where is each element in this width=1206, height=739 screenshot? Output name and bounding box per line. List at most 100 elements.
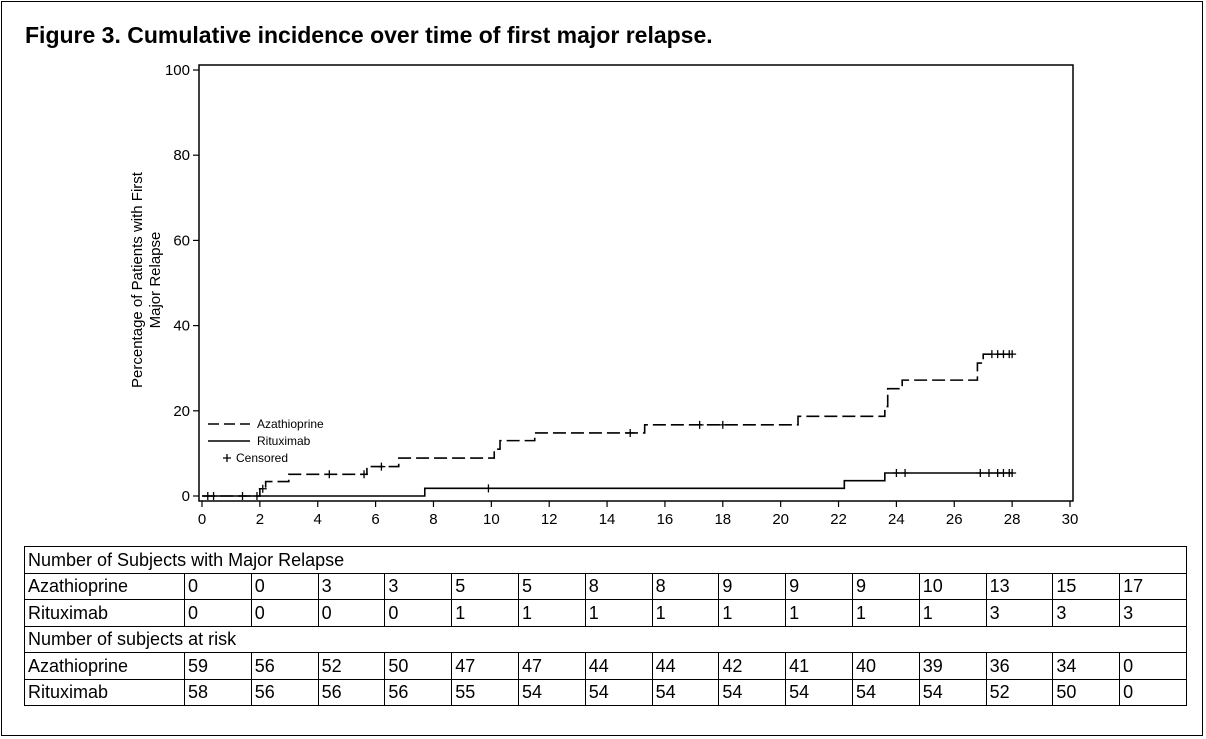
x-tick-label-18: 18 — [714, 511, 731, 528]
legend-label-rituximab: Rituximab — [257, 434, 311, 448]
y-tick-label-60: 60 — [173, 232, 190, 249]
censor-mark-rituximab-8 — [1008, 468, 1017, 477]
table-cell: 13 — [985, 572, 1054, 600]
x-tick-label-4: 4 — [314, 511, 322, 528]
censor-mark-rituximab-2 — [901, 468, 910, 477]
censor-mark-azathioprine-7 — [377, 462, 386, 471]
table-cell: 41 — [785, 652, 853, 680]
table-cell: 3 — [1052, 599, 1121, 627]
censor-mark-azathioprine-6 — [360, 470, 369, 479]
censor-mark-rituximab-0 — [484, 484, 493, 493]
relapse-section-title: Number of Subjects with Major Relapse — [23, 546, 1188, 574]
relapse-row-label: Azathioprine — [24, 572, 185, 600]
table-cell: 9 — [785, 572, 853, 600]
legend-label-azathioprine: Azathioprine — [257, 417, 324, 431]
risk-table: Number of Subjects with Major Relapse Aza… — [23, 546, 1188, 706]
table-cell: 59 — [184, 652, 252, 680]
x-tick-label-0: 0 — [198, 511, 206, 528]
y-tick-label-100: 100 — [165, 62, 190, 79]
table-cell: 0 — [184, 599, 252, 627]
plot-frame — [198, 64, 1074, 502]
at-risk-section-title: Number of subjects at risk — [23, 625, 1188, 653]
table-cell: 50 — [384, 652, 453, 680]
table-cell: 56 — [384, 678, 453, 706]
chart-series — [202, 350, 1017, 500]
x-tick-label-22: 22 — [830, 511, 847, 528]
table-cell: 36 — [985, 652, 1054, 680]
x-tick-label-28: 28 — [1004, 511, 1021, 528]
x-tick-label-26: 26 — [946, 511, 963, 528]
legend-label-censored: Censored — [236, 451, 288, 465]
table-cell: 8 — [651, 572, 720, 600]
table-cell: 9 — [851, 572, 920, 600]
table-cell: 5 — [517, 572, 586, 600]
at-risk-row-label: Rituximab — [24, 678, 185, 706]
table-cell: 1 — [651, 599, 720, 627]
table-cell: 42 — [718, 652, 787, 680]
censor-mark-azathioprine-10 — [718, 420, 727, 429]
table-row: Rituximab 58 56 56 56 55 54 54 54 54 54 54 54 52 50 0 — [24, 678, 1188, 706]
table-cell: 54 — [851, 678, 920, 706]
relapse-row-label: Rituximab — [24, 599, 185, 627]
table-cell: 3 — [1119, 599, 1188, 627]
table-cell: 52 — [985, 678, 1054, 706]
y-axis-label: Percentage of Patients with FirstMajor R… — [129, 171, 164, 388]
table-cell: 10 — [918, 572, 987, 600]
censor-mark-azathioprine-9 — [695, 420, 704, 429]
table-cell: 44 — [651, 652, 720, 680]
censor-mark-azathioprine-4 — [258, 484, 267, 493]
table-cell: 1 — [718, 599, 787, 627]
figure-title: Figure 3. Cumulative incidence over time… — [25, 22, 713, 48]
censor-mark-rituximab-4 — [984, 468, 993, 477]
table-cell: 3 — [985, 599, 1054, 627]
y-tick-label-0: 0 — [182, 488, 190, 505]
x-tick-label-20: 20 — [772, 511, 789, 528]
table-cell: 54 — [517, 678, 586, 706]
table-cell: 54 — [918, 678, 987, 706]
table-cell: 1 — [451, 599, 519, 627]
table-row: Azathioprine 59 56 52 50 47 47 44 44 42 41 40 39 36 34… — [24, 652, 1188, 680]
legend-swatch-censored — [223, 454, 231, 462]
x-tick-label-14: 14 — [599, 511, 616, 528]
table-cell: 58 — [184, 678, 252, 706]
table-cell: 39 — [918, 652, 987, 680]
y-tick-label-20: 20 — [173, 403, 190, 420]
x-tick-label-8: 8 — [429, 511, 437, 528]
table-cell: 5 — [451, 572, 519, 600]
x-tick-label-30: 30 — [1062, 511, 1079, 528]
x-tick-label-24: 24 — [888, 511, 905, 528]
table-cell: 1 — [584, 599, 653, 627]
x-tick-label-6: 6 — [371, 511, 379, 528]
table-cell: 1 — [785, 599, 853, 627]
x-tick-label-16: 16 — [657, 511, 674, 528]
table-cell: 56 — [250, 652, 319, 680]
table-cell: 0 — [250, 599, 319, 627]
y-axis-label-line-1: Percentage of Patients with First — [129, 171, 146, 388]
table-cell: 17 — [1119, 572, 1188, 600]
table-cell: 34 — [1052, 652, 1121, 680]
table-cell: 50 — [1052, 678, 1121, 706]
series-line-azathioprine — [202, 353, 1013, 497]
table-cell: 8 — [584, 572, 653, 600]
table-cell: 0 — [384, 599, 453, 627]
relapse-section-title-row: Number of Subjects with Major Relapse — [23, 546, 1188, 574]
table-cell: 1 — [517, 599, 586, 627]
y-axis-label-line-2: Major Relapse — [147, 232, 164, 329]
y-tick-label-80: 80 — [173, 147, 190, 164]
at-risk-section-title-row: Number of subjects at risk — [23, 625, 1188, 653]
table-cell: 1 — [851, 599, 920, 627]
table-cell: 40 — [851, 652, 920, 680]
table-cell: 0 — [184, 572, 252, 600]
table-row: Rituximab 0 0 0 0 1 1 1 1 1 1 1 1 3 3 3 — [24, 599, 1188, 627]
x-tick-label-12: 12 — [541, 511, 558, 528]
table-cell: 0 — [1119, 678, 1188, 706]
table-cell: 1 — [918, 599, 987, 627]
y-tick-label-40: 40 — [173, 318, 190, 335]
table-cell: 47 — [517, 652, 586, 680]
table-cell: 0 — [250, 572, 319, 600]
censor-mark-azathioprine-15 — [1008, 350, 1017, 359]
table-cell: 54 — [718, 678, 787, 706]
